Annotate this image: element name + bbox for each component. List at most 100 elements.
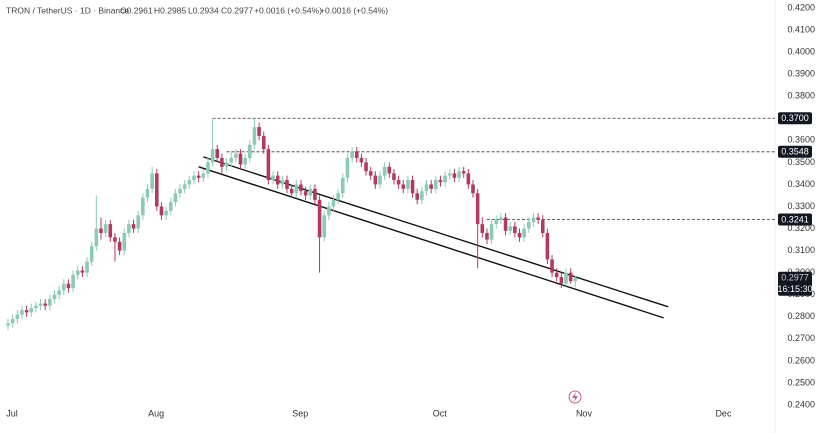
candle-body (80, 270, 85, 273)
candle-body (261, 135, 266, 150)
candle-body (145, 188, 150, 198)
y-tick-label: 0.3900 (787, 69, 815, 79)
candle-body (89, 246, 94, 262)
candle-body (457, 171, 461, 178)
candle-body (373, 175, 378, 185)
candle-body (85, 261, 89, 273)
candle-body (141, 197, 145, 216)
y-tick-label: 0.3400 (787, 179, 815, 189)
candle-body (345, 157, 350, 178)
bolt-icon[interactable] (568, 390, 582, 404)
candle-body (378, 175, 382, 185)
level-label: 0.3241 (781, 214, 809, 224)
y-tick-label: 0.4200 (787, 2, 815, 12)
candle-body (489, 224, 494, 240)
level-label: 0.3700 (781, 113, 809, 123)
candle-body (382, 166, 387, 176)
candle-body (62, 283, 66, 291)
candle-body (303, 191, 308, 196)
candle-body (485, 232, 489, 240)
y-tick-label: 0.4100 (787, 24, 815, 34)
y-tick-label: 0.3300 (787, 201, 815, 211)
price-label: 0.2977 (781, 273, 809, 283)
candle-body (317, 199, 322, 238)
candle-body (494, 219, 499, 225)
x-tick-label: Nov (576, 408, 593, 418)
candle-body (117, 241, 122, 251)
y-tick-label: 0.3100 (787, 245, 815, 255)
candle-body (415, 193, 419, 200)
candle-body (289, 188, 294, 194)
candle-body (257, 127, 261, 136)
y-tick-label: 0.3500 (787, 157, 815, 167)
candle-body (285, 180, 289, 189)
candle-body (248, 144, 252, 158)
candle-body (271, 175, 275, 181)
candle-body (38, 303, 43, 306)
candle-body (275, 175, 280, 185)
y-tick-label: 0.2400 (787, 399, 815, 409)
candle-body (564, 272, 568, 284)
candle-body (294, 184, 299, 194)
candle-body (508, 226, 512, 231)
candle-body (401, 184, 406, 189)
candle-body (252, 127, 257, 145)
candle-body (513, 226, 517, 233)
candle-body (517, 232, 522, 238)
candle-body (554, 272, 559, 278)
candle-body (206, 162, 210, 174)
open: O0.2961 (120, 5, 153, 15)
x-tick-label: Aug (148, 408, 164, 418)
candle-body (20, 310, 24, 315)
candle-body (224, 162, 229, 167)
x-tick-label: Sep (292, 408, 308, 418)
candle-body (234, 153, 238, 158)
candle-body (299, 184, 303, 192)
candle-body (368, 171, 373, 176)
candle-body (336, 193, 340, 200)
candle-body (447, 173, 452, 176)
candle-body (452, 173, 457, 178)
candle-body (173, 193, 178, 203)
candle-body (522, 228, 526, 238)
candle-body (229, 157, 233, 163)
candle-body (71, 274, 75, 289)
candle-body (499, 217, 503, 220)
x-tick-label: Jul (6, 408, 18, 418)
y-tick-label: 0.2600 (787, 355, 815, 365)
candle-body (354, 151, 359, 158)
candle-body (24, 310, 29, 313)
candle-body (164, 210, 168, 216)
candle-body (313, 188, 317, 200)
candle-body (122, 232, 127, 251)
y-tick-label: 0.2500 (787, 377, 815, 387)
candle-body (99, 228, 103, 233)
close: C0.2977 (221, 5, 253, 15)
candle-body (466, 173, 471, 185)
change: +0.0016 (+0.54%) (320, 5, 388, 15)
candle-body (103, 224, 108, 233)
level-label: 0.3548 (781, 147, 809, 157)
y-tick-label: 0.3600 (787, 135, 815, 145)
candle-body (341, 177, 345, 194)
candle-body (10, 318, 15, 324)
countdown: 16:15:30 (777, 284, 812, 294)
candle-body (396, 180, 401, 185)
candle-body (34, 305, 38, 308)
candle-body (113, 237, 117, 242)
candle-body (434, 180, 438, 189)
candle-body (327, 206, 331, 216)
candle-body (364, 162, 368, 172)
trend-line (198, 166, 664, 319)
candle-body (480, 224, 485, 233)
candle-body (359, 157, 364, 163)
candle-body (443, 175, 447, 183)
y-tick-label: 0.4000 (787, 46, 815, 56)
candle-body (187, 180, 192, 185)
candle-body (308, 188, 313, 196)
candle-body (406, 180, 410, 189)
candle-body (215, 149, 220, 158)
candle-body (471, 184, 475, 194)
candle-body (424, 184, 429, 192)
